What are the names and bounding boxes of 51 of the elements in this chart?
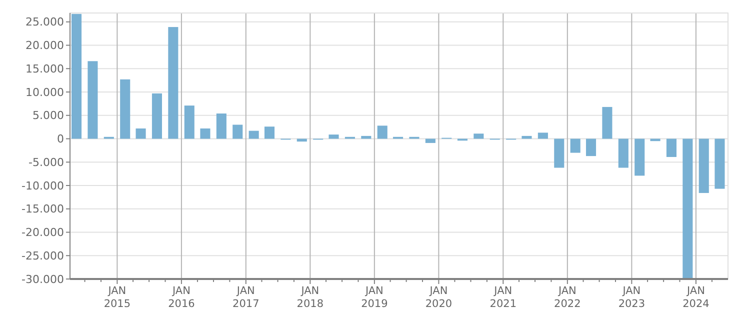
bar: [71, 14, 82, 139]
bar: [136, 128, 146, 139]
y-tick-label: -10.000: [22, 179, 64, 192]
bar: [714, 138, 725, 189]
x-tick-label: JAN 2020: [425, 285, 452, 310]
bar: [570, 138, 580, 153]
bar: [184, 106, 194, 139]
x-tick-label: JAN 2019: [361, 285, 388, 310]
y-tick-label: -15.000: [22, 202, 64, 216]
x-tick-label: JAN 2023: [618, 285, 646, 310]
bar: [152, 93, 162, 139]
bar: [248, 130, 259, 139]
y-tick-label: 10.000: [26, 86, 64, 99]
bar: [602, 106, 612, 139]
y-tick-label: 20.000: [26, 39, 64, 52]
y-tick-label: 5.000: [32, 109, 64, 122]
bar: [216, 114, 226, 139]
bar: [618, 138, 628, 168]
x-tick-label: JAN 2016: [168, 285, 196, 310]
bar: [120, 79, 130, 139]
y-tick-label: 15.000: [26, 62, 64, 76]
bar: [328, 134, 339, 139]
bar: [200, 128, 210, 139]
y-tick-label: -5.000: [28, 156, 64, 169]
x-tick-label: JAN 2018: [296, 285, 324, 310]
y-tick-label: -25.000: [22, 249, 64, 262]
bar: [538, 132, 548, 139]
bar: [586, 138, 596, 156]
x-tick-label: JAN 2024: [682, 285, 710, 310]
x-tick-label: JAN 2022: [554, 285, 581, 310]
bar: [425, 138, 436, 143]
bar: [666, 138, 676, 157]
x-tick-label: JAN 2015: [104, 285, 131, 310]
y-tick-label: -20.000: [22, 226, 64, 240]
x-tick-label: JAN 2021: [490, 285, 517, 310]
bar: [168, 27, 178, 139]
bar: [634, 138, 645, 176]
bar: [264, 126, 275, 139]
bar: [88, 61, 98, 139]
bar: [522, 136, 532, 139]
y-tick-label: -30.000: [22, 272, 64, 286]
y-tick-label: 25.000: [26, 16, 64, 29]
x-tick-label: JAN 2017: [232, 285, 260, 310]
bar: [682, 138, 693, 279]
bar: [377, 126, 388, 139]
bar: [474, 134, 484, 139]
bar: [554, 138, 564, 168]
bar: [361, 136, 372, 139]
bar: [698, 138, 709, 193]
bar: [232, 124, 243, 139]
y-tick-label: 0: [57, 132, 64, 146]
